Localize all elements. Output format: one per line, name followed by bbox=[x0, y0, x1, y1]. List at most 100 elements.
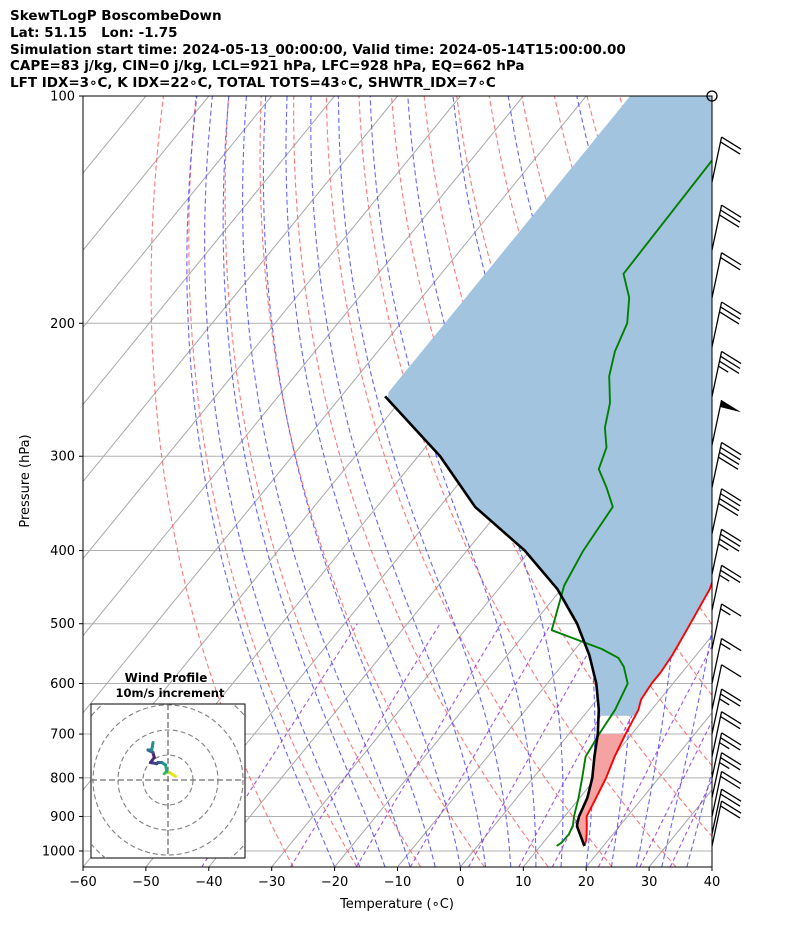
barb-half bbox=[719, 574, 730, 582]
x-tick-label: −20 bbox=[321, 875, 348, 890]
hodograph-content bbox=[91, 704, 245, 858]
barb-full bbox=[721, 788, 742, 802]
barb-full bbox=[721, 488, 742, 502]
barb-full bbox=[719, 497, 740, 512]
moist-adiabat-line bbox=[262, 96, 436, 867]
x-tick-label: 30 bbox=[641, 875, 658, 890]
barb-full bbox=[720, 141, 741, 155]
dry-adiabat-line bbox=[783, 96, 794, 867]
barb-full bbox=[721, 603, 742, 617]
x-tick-label: −60 bbox=[69, 875, 96, 890]
hodograph-title: Wind Profile bbox=[125, 671, 208, 685]
wind-barb bbox=[711, 752, 742, 798]
barb-full bbox=[720, 716, 741, 730]
moist-adiabat-line bbox=[242, 96, 411, 867]
barb-staff bbox=[711, 732, 723, 778]
wind-barb bbox=[711, 564, 742, 611]
axes: −60 −50 −40 −30 −20 −10 0 10 20 30 40 100 200 300 400 5… bbox=[42, 90, 720, 891]
isotherm-line bbox=[397, 480, 712, 867]
dewpoint-line bbox=[550, 158, 712, 847]
y-tick-label: 600 bbox=[50, 677, 75, 692]
wind-barb bbox=[711, 136, 742, 183]
wind-barbs bbox=[706, 90, 742, 847]
title-line-times: Simulation start time: 2024-05-13_00:00:… bbox=[10, 41, 626, 58]
barb-half bbox=[720, 642, 731, 651]
barb-half bbox=[719, 742, 730, 750]
skewt-plot-area: −60 −50 −40 −30 −20 −10 0 10 20 30 40 100 200 300 400 5… bbox=[18, 90, 794, 912]
barb-pennant bbox=[720, 400, 742, 413]
barb-full bbox=[721, 301, 742, 315]
wind-barb bbox=[711, 637, 742, 684]
y-tick-label: 800 bbox=[50, 771, 75, 786]
y-tick-label: 100 bbox=[50, 90, 75, 105]
dry-adiabat-line bbox=[259, 96, 485, 867]
barb-staff bbox=[711, 351, 723, 397]
moist-adiabat-line bbox=[285, 96, 461, 867]
dry-adiabat-line bbox=[150, 96, 294, 867]
isotherm-line bbox=[83, 96, 335, 406]
wind-barb bbox=[711, 770, 742, 817]
barb-full bbox=[721, 136, 742, 150]
dry-adiabat-line bbox=[188, 96, 358, 867]
moist-adiabat-line bbox=[337, 96, 512, 867]
x-tick-label: 20 bbox=[578, 875, 595, 890]
title-line-indices-1: CAPE=83 j/kg, CIN=0 j/kg, LCL=921 hPa, L… bbox=[10, 58, 525, 75]
barb-full bbox=[720, 493, 741, 507]
barb-full bbox=[721, 350, 742, 365]
dry-adiabat-line bbox=[456, 96, 712, 697]
barb-half bbox=[719, 698, 730, 706]
dry-adiabat-line bbox=[224, 96, 422, 867]
x-axis-label: Temperature (∘C) bbox=[339, 897, 454, 912]
barb-staff bbox=[711, 688, 723, 735]
barb-full bbox=[720, 793, 741, 807]
moist-adiabat-line bbox=[222, 96, 386, 867]
barb-full bbox=[721, 252, 742, 266]
barb-full bbox=[720, 533, 741, 547]
isotherm-line bbox=[460, 557, 712, 867]
barb-half bbox=[720, 608, 731, 616]
barb-staff bbox=[711, 488, 723, 534]
barb-staff bbox=[711, 565, 723, 611]
moist-adiabat-line bbox=[661, 96, 712, 867]
wind-barb bbox=[711, 800, 742, 847]
barb-staff bbox=[711, 638, 723, 684]
barb-full bbox=[721, 637, 742, 652]
y-tick-label: 700 bbox=[50, 728, 75, 743]
x-tick-label: 10 bbox=[515, 875, 532, 890]
barb-full bbox=[720, 693, 741, 707]
barb-staff bbox=[711, 603, 723, 650]
dry-adiabat-line bbox=[750, 96, 794, 867]
title-line-station: SkewTLogP BoscombeDown bbox=[10, 8, 222, 24]
wind-barb bbox=[711, 732, 742, 778]
barb-full bbox=[721, 528, 742, 542]
temperature-line bbox=[583, 580, 712, 847]
barb-full bbox=[721, 800, 742, 814]
barb-full bbox=[720, 775, 741, 790]
barb-staff bbox=[711, 204, 723, 251]
barb-full bbox=[720, 737, 741, 751]
barb-staff bbox=[711, 529, 723, 575]
barb-staff bbox=[711, 252, 723, 298]
barb-staff bbox=[711, 136, 723, 183]
hodograph-inset: Wind Profile 10m/s increment bbox=[90, 671, 246, 859]
x-tick-label: 0 bbox=[456, 875, 464, 890]
dry-adiabat-line bbox=[293, 96, 549, 867]
moist-adiabat-line bbox=[186, 96, 336, 867]
isotherm-line bbox=[83, 96, 398, 483]
wind-barb bbox=[711, 664, 742, 710]
mixing-ratio-line bbox=[290, 623, 441, 867]
barb-full bbox=[721, 770, 742, 785]
barb-staff bbox=[711, 752, 723, 798]
mixing-ratio-line bbox=[468, 623, 606, 867]
barb-full bbox=[721, 688, 742, 702]
wind-barb bbox=[711, 788, 742, 835]
parcel-path-line bbox=[384, 395, 601, 847]
barb-staff bbox=[711, 442, 723, 488]
barb-full bbox=[719, 214, 740, 228]
wind-barb bbox=[711, 399, 742, 446]
barb-staff bbox=[711, 800, 723, 847]
mixing-ratio-line bbox=[409, 623, 552, 867]
barb-full bbox=[720, 257, 741, 271]
barb-half bbox=[719, 761, 730, 770]
